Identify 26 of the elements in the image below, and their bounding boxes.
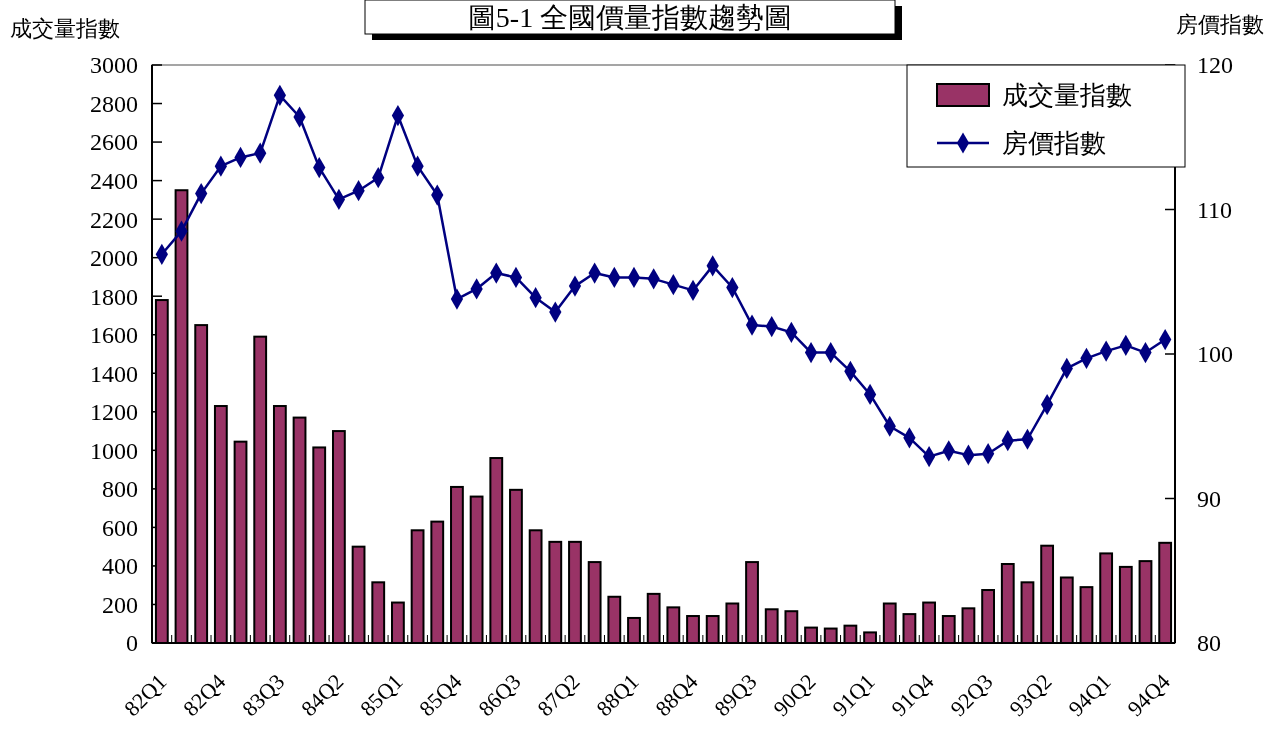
y-axis-title: 成交量指數 — [10, 16, 120, 41]
y-tick-label: 1400 — [90, 360, 138, 387]
y2-axis-title: 房價指數 — [1176, 12, 1264, 37]
y-tick-label: 2200 — [90, 206, 138, 233]
legend-label: 成交量指數 — [1002, 81, 1132, 111]
y-tick-label: 800 — [102, 476, 138, 503]
y-tick-label: 200 — [102, 591, 138, 618]
y-tick-label: 2000 — [90, 245, 138, 272]
y-tick-label: 2600 — [90, 129, 138, 156]
y-tick-label: 1800 — [90, 283, 138, 310]
y2-tick-label: 90 — [1197, 485, 1221, 512]
y2-tick-label: 80 — [1197, 630, 1221, 657]
y-tick-label: 1600 — [90, 322, 138, 349]
y-tick-label: 400 — [102, 553, 138, 580]
legend-label: 房價指數 — [1002, 129, 1106, 159]
y-tick-label: 3000 — [90, 52, 138, 79]
y2-tick-label: 110 — [1197, 196, 1233, 223]
y-tick-label: 600 — [102, 514, 138, 541]
y-tick-label: 2400 — [90, 168, 138, 194]
y-tick-label: 0 — [126, 630, 138, 657]
chart-title: 圖5-1 全國價量指數趨勢圖 — [467, 2, 793, 33]
y-tick-label: 1200 — [90, 399, 138, 426]
y2-tick-label: 120 — [1197, 52, 1233, 79]
y2-tick-label: 100 — [1197, 341, 1233, 368]
y-tick-label: 2800 — [90, 90, 138, 117]
y-tick-label: 1000 — [90, 437, 138, 464]
